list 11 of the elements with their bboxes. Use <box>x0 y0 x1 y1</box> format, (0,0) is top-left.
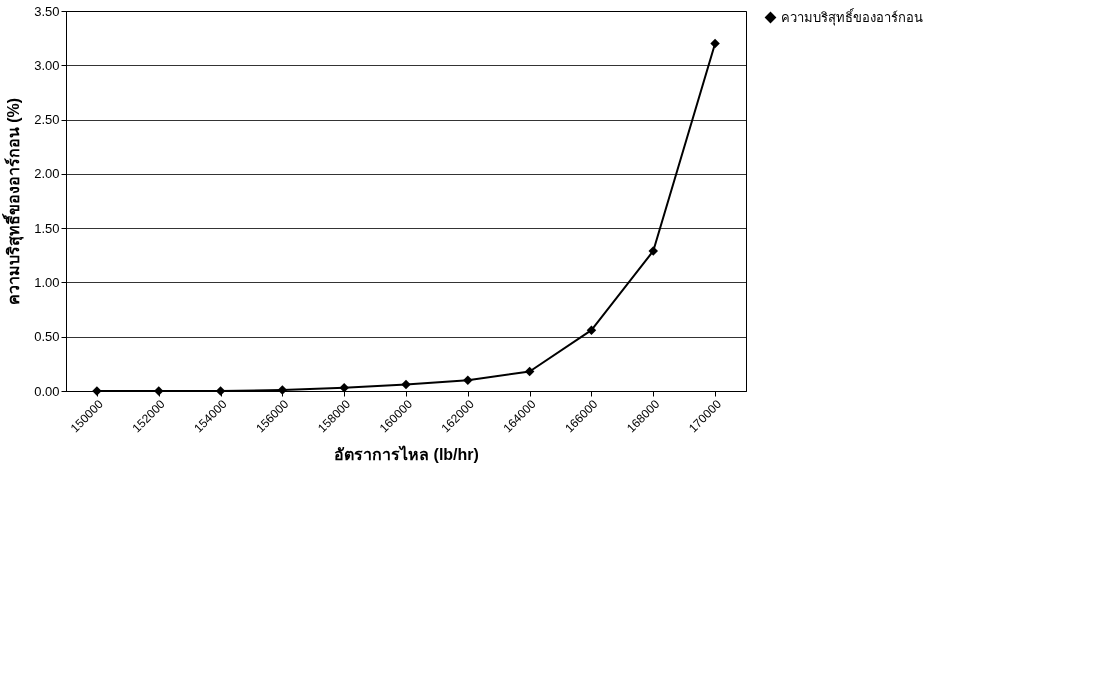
y-tick-label: 0.50 <box>34 329 60 345</box>
y-tick-label: 0.00 <box>34 383 60 399</box>
y-tick-label: 3.00 <box>34 57 60 73</box>
y-tick-label: 3.50 <box>34 3 60 19</box>
y-tick-label: 2.00 <box>34 166 60 182</box>
y-tick-label: 2.50 <box>34 112 60 128</box>
y-tick-label: 1.00 <box>34 274 60 290</box>
y-axis-title: ความบริสุทธิ์ของอาร์กอน (%) <box>2 97 25 306</box>
x-axis-title: อัตราการไหล (lb/hr) <box>334 444 479 463</box>
y-tick-label: 1.50 <box>34 220 60 236</box>
legend-label: ความบริสุทธิ์ของอาร์กอน <box>781 7 923 26</box>
